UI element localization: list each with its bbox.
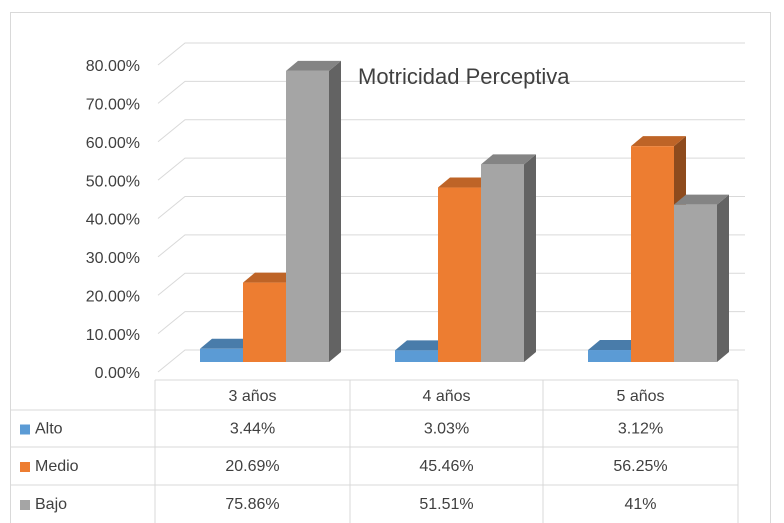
data-label: 51.51% [419,496,473,513]
bar [286,70,329,362]
bar [438,187,481,362]
grid-line [157,349,745,373]
chart-title: Motricidad Perceptiva [358,64,570,89]
data-label: 56.25% [613,458,667,475]
grid-line [157,42,745,66]
grid-line [157,196,745,219]
y-tick-label: 0.00% [95,365,140,382]
y-tick-label: 60.00% [86,135,140,152]
data-label: 3.44% [230,421,275,438]
legend-swatch [20,500,30,510]
grid-line [157,311,745,335]
x-tick-label: 4 años [422,388,470,405]
data-label: 3.03% [424,421,469,438]
data-label: 45.46% [419,458,473,475]
bar [674,204,717,362]
y-tick-label: 40.00% [86,212,140,229]
bar [481,164,524,362]
bar-top [588,340,643,351]
y-tick-label: 10.00% [86,327,140,344]
legend-label: Medio [35,458,79,475]
bar-top [631,136,686,147]
bar-top [481,154,536,165]
legend-label: Alto [35,421,63,438]
y-tick-label: 20.00% [86,288,140,305]
y-tick-label: 70.00% [86,97,140,114]
grid-line [157,272,745,296]
x-tick-label: 3 años [228,388,276,405]
legend-label: Bajo [35,496,67,513]
bar-top [438,177,493,188]
y-tick-label: 30.00% [86,250,140,267]
grid-line [157,119,745,143]
bar-top [674,194,729,205]
grid-line [157,80,745,104]
bar-top [243,272,298,283]
bar-top [200,338,255,349]
y-tick-label: 80.00% [86,58,140,75]
y-tick-label: 50.00% [86,173,140,190]
bar [243,282,286,362]
bar [395,350,438,362]
bar [631,146,674,362]
bar [200,348,243,362]
data-label: 75.86% [225,496,279,513]
bar-side [329,60,341,363]
bar-side [717,194,729,362]
legend-swatch [20,424,30,435]
bar-top [286,60,341,71]
legend-swatch [20,462,30,472]
bar-side [524,154,536,362]
grid-line [157,234,745,258]
bar [588,350,631,362]
bar-top [395,340,450,351]
grid-line [157,157,745,181]
x-tick-label: 5 años [616,388,664,405]
data-label: 3.12% [618,421,663,438]
data-label: 20.69% [225,458,279,475]
data-label: 41% [624,496,656,513]
